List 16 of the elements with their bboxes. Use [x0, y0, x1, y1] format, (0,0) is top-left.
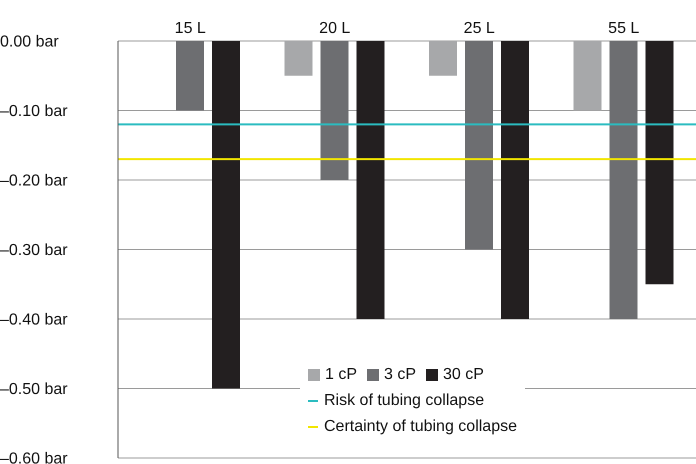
legend-label: Risk of tubing collapse — [324, 391, 484, 411]
y-tick-label: –0.40 bar — [0, 312, 68, 329]
x-tick-label: 15 L — [174, 20, 206, 37]
y-tick-label: 0.00 bar — [0, 34, 60, 51]
x-tick-label: 55 L — [608, 20, 640, 37]
x-tick-label: 25 L — [464, 20, 495, 37]
y-tick-label: –0.30 bar — [0, 242, 68, 260]
y-tick-label: –0.50 bar — [0, 381, 68, 398]
y-tick-label: –0.60 bar — [0, 450, 68, 464]
legend-label: 1 cP — [325, 365, 358, 385]
y-tick-label: –0.10 bar — [0, 103, 68, 120]
legend-label: 3 cP — [384, 365, 416, 385]
legend-label: 30 cP — [443, 365, 484, 385]
legend-label: Certainty of tubing collapse — [324, 417, 517, 437]
x-tick-label: 20 L — [319, 20, 350, 37]
y-tick-label: –0.20 bar — [0, 172, 68, 190]
